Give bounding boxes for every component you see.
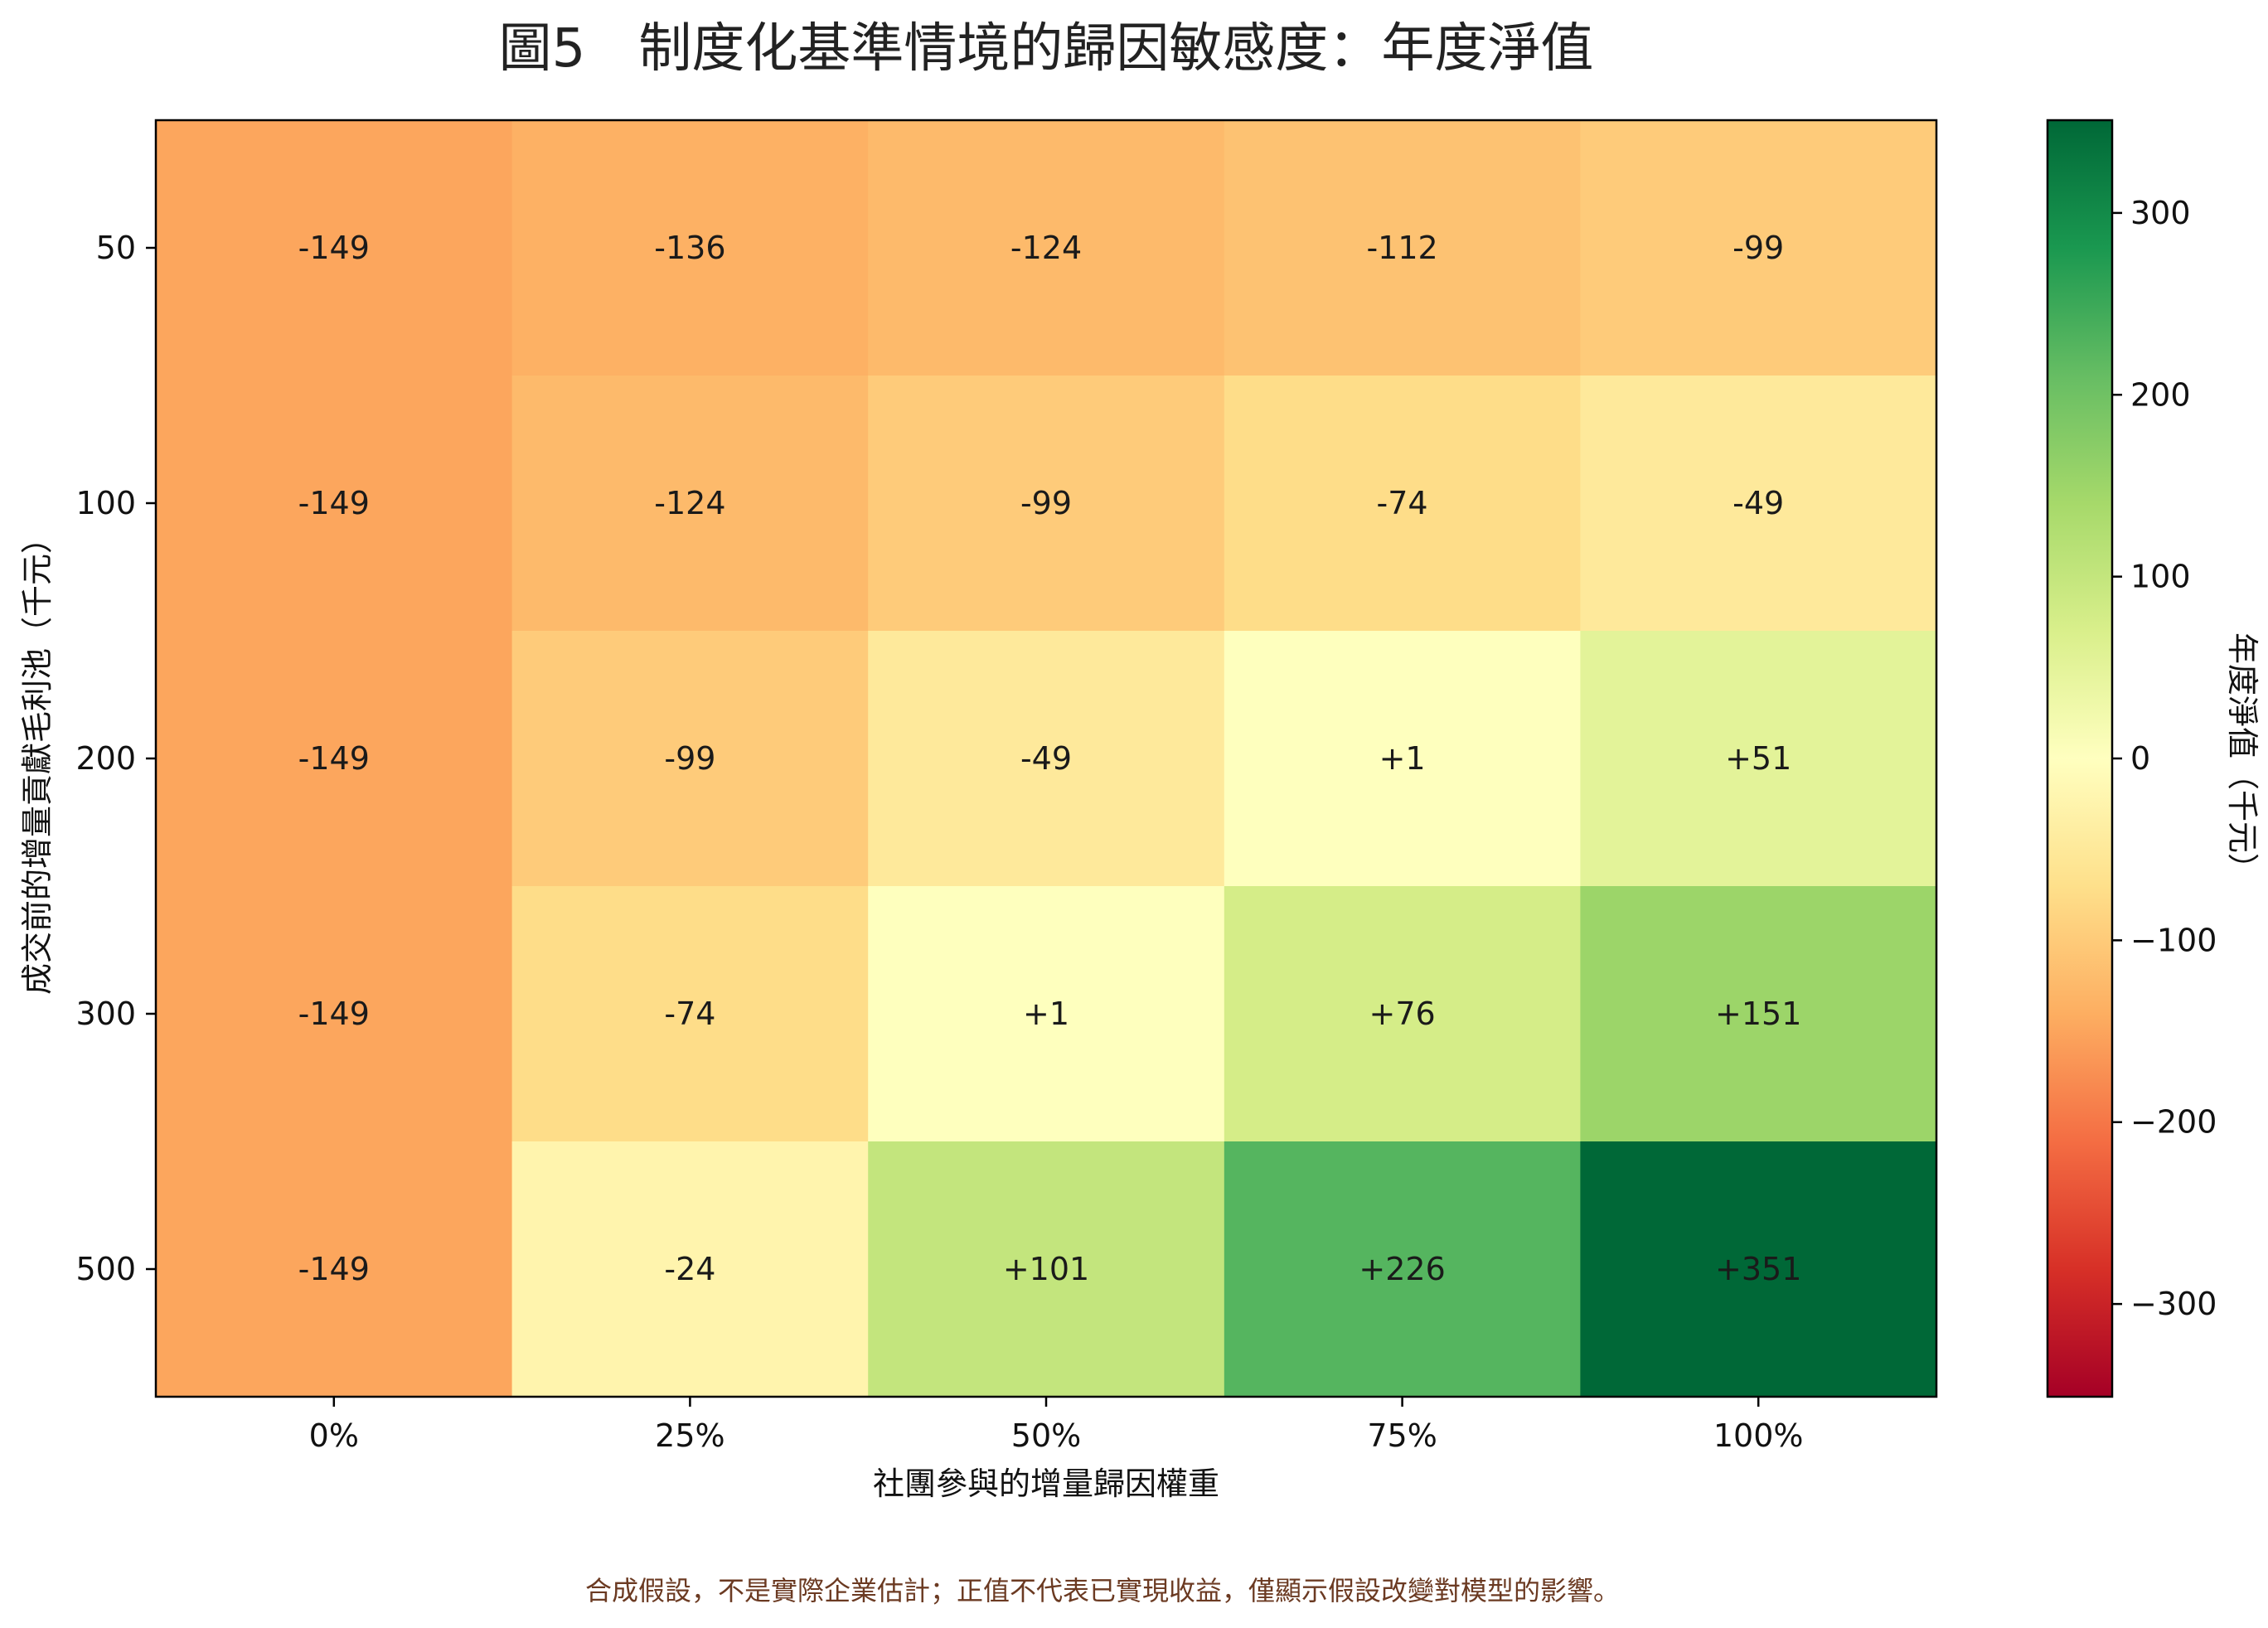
x-tick-label: 50% — [1011, 1417, 1081, 1454]
cell-value-label: -99 — [664, 740, 715, 777]
heatmap-cell — [156, 120, 513, 376]
footnote: 合成假設，不是實際企業估計；正值不代表已實現收益，僅顯示假設改變對模型的影響。 — [585, 1575, 1620, 1606]
heatmap-cell — [1580, 120, 1937, 376]
x-tick-label: 25% — [655, 1417, 724, 1454]
colorbar-tick-label: −100 — [2130, 922, 2217, 958]
cell-value-label: -74 — [664, 996, 715, 1032]
cell-value-label: -74 — [1377, 485, 1428, 521]
colorbar-tick-label: −300 — [2130, 1286, 2217, 1322]
heatmap-cell — [1580, 886, 1937, 1142]
x-axis-label: 社團參與的增量歸因權重 — [873, 1466, 1219, 1502]
cell-value-label: -124 — [1010, 230, 1082, 266]
colorbar-tick-label: 200 — [2130, 376, 2191, 413]
cell-value-label: +76 — [1369, 996, 1435, 1032]
cell-value-label: -149 — [298, 485, 370, 521]
cell-value-label: +101 — [1003, 1251, 1089, 1287]
y-axis-label: 成交前的增量貢獻毛利池（千元） — [19, 522, 56, 995]
chart-title: 圖5 制度化基準情境的歸因敏感度：年度淨值 — [499, 18, 1594, 80]
heatmap-cell — [1224, 631, 1581, 887]
colorbar-gradient — [2046, 119, 2114, 1398]
heatmap-cell — [156, 1141, 513, 1398]
cell-value-label: -149 — [298, 740, 370, 777]
heatmap-cell — [1224, 376, 1581, 632]
heatmap-cell — [156, 631, 513, 887]
cell-value-label: -24 — [664, 1251, 715, 1287]
y-tick-label: 300 — [75, 996, 136, 1032]
cell-value-label: -112 — [1366, 230, 1437, 266]
heatmap-cell — [868, 376, 1225, 632]
heatmap-cell — [868, 1141, 1225, 1398]
x-tick-label: 75% — [1367, 1417, 1437, 1454]
heatmap-cell — [1580, 631, 1937, 887]
heatmap-cell — [156, 886, 513, 1142]
cell-value-label: -49 — [1020, 740, 1072, 777]
colorbar: 300 200 100 0 −100 −200 −300 年度淨值（千元） — [2046, 119, 2261, 1398]
y-tick-label: 500 — [75, 1251, 136, 1287]
x-tick-label: 0% — [309, 1417, 359, 1454]
cell-value-label: -99 — [1732, 230, 1784, 266]
heatmap-cell — [1224, 886, 1581, 1142]
cell-value-label: +51 — [1725, 740, 1791, 777]
colorbar-tick-label: 300 — [2130, 195, 2191, 231]
heatmap-cell — [511, 1141, 869, 1398]
heatmap-cell — [1224, 120, 1581, 376]
cell-value-label: +226 — [1359, 1251, 1445, 1287]
cell-value-label: -49 — [1732, 485, 1784, 521]
cell-value-label: -149 — [298, 996, 370, 1032]
x-axis: 0% 25% 50% 75% 100% — [309, 1397, 1804, 1454]
heatmap-cell — [511, 631, 869, 887]
colorbar-tick-label: 100 — [2130, 559, 2191, 595]
colorbar-tick-label: 0 — [2130, 740, 2150, 777]
colorbar-tick-label: −200 — [2130, 1104, 2217, 1141]
heatmap-cell — [511, 120, 869, 376]
colorbar-ticks: 300 200 100 0 −100 −200 −300 — [2112, 195, 2217, 1322]
heatmap-cell — [868, 886, 1225, 1142]
heatmap-cell — [1580, 376, 1937, 632]
heatmap-cell — [868, 631, 1225, 887]
cell-value-label: -99 — [1020, 485, 1072, 521]
heatmap-cell — [868, 120, 1225, 376]
heatmap-cells — [156, 120, 1937, 1398]
y-axis: 50 100 200 300 500 — [75, 230, 156, 1287]
x-tick-label: 100% — [1713, 1417, 1804, 1454]
y-tick-label: 50 — [96, 230, 136, 266]
cell-value-label: -136 — [654, 230, 725, 266]
heatmap-cell-labels: -149 -136 -124 -112 -99 -149 -124 -99 -74 -49 -149… — [298, 230, 1802, 1287]
cell-value-label: +151 — [1715, 996, 1801, 1032]
heatmap-cell — [156, 376, 513, 632]
cell-value-label: +351 — [1715, 1251, 1801, 1287]
heatmap-cell — [511, 376, 869, 632]
cell-value-label: -149 — [298, 1251, 370, 1287]
heatmap-cell — [1580, 1141, 1937, 1398]
heatmap-cell — [511, 886, 869, 1142]
cell-value-label: -124 — [654, 485, 725, 521]
cell-value-label: +1 — [1023, 996, 1069, 1032]
cell-value-label: +1 — [1379, 740, 1426, 777]
heatmap-cell — [1224, 1141, 1581, 1398]
y-tick-label: 100 — [75, 485, 136, 521]
colorbar-label: 年度淨值（千元） — [2224, 632, 2261, 884]
cell-value-label: -149 — [298, 230, 370, 266]
y-tick-label: 200 — [75, 740, 136, 777]
